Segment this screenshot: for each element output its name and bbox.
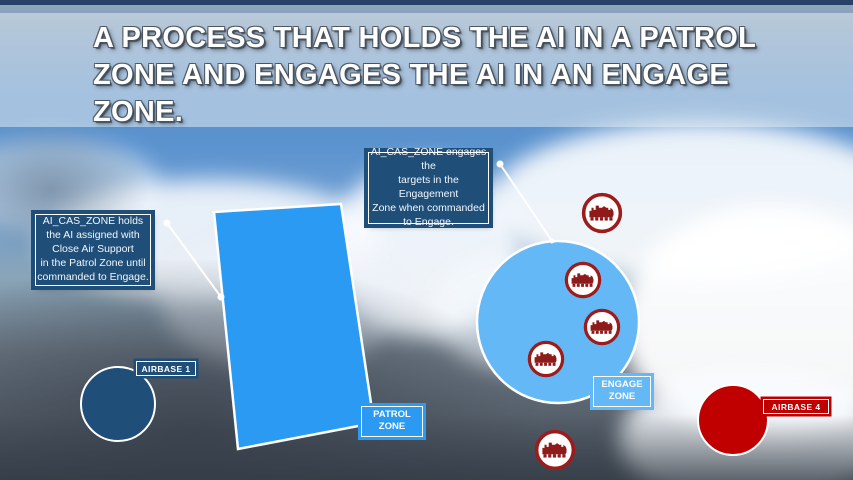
engage-callout: AI_CAS_ZONE engages the targets in the E… (368, 146, 489, 228)
connector-endpoint-dot (163, 219, 171, 227)
engage-zone-label: ENGAGE ZONE (593, 376, 651, 407)
enemy-ground-vehicle-icon[interactable] (564, 261, 602, 299)
enemy-ground-vehicle-icon[interactable] (583, 308, 621, 346)
airbase-4-shape[interactable] (697, 384, 769, 456)
patrol-zone-shape[interactable] (212, 202, 376, 451)
enemy-ground-vehicle-icon[interactable] (581, 192, 623, 234)
slide-title: A PROCESS THAT HOLDS THE AI IN A PATROL … (93, 20, 793, 131)
callout-connectors (163, 160, 555, 301)
top-edge-strip (0, 0, 853, 5)
engage-callout-text: AI_CAS_ZONE engages the targets in the E… (370, 146, 487, 228)
enemy-ground-vehicle-icon[interactable] (527, 340, 565, 378)
airbase-1-label: AIRBASE 1 (136, 361, 196, 376)
connector-endpoint-dot (496, 160, 504, 168)
title-highlight-band (0, 13, 853, 127)
patrol-hold-callout: AI_CAS_ZONE holds the AI assigned with C… (35, 214, 151, 286)
enemy-ground-vehicle-icon[interactable] (534, 429, 576, 471)
airbase-1-shape[interactable] (80, 366, 156, 442)
slide-title-line: ZONE AND ENGAGES THE AI IN AN ENGAGE (93, 59, 729, 92)
patrol-zone-label: PATROL ZONE (361, 406, 423, 437)
slide-title-line: A PROCESS THAT HOLDS THE AI IN A PATROL (93, 22, 757, 54)
slide-title-line: ZONE. (93, 96, 184, 129)
airbase-4-label: AIRBASE 4 (763, 399, 829, 414)
connector-line (499, 163, 553, 242)
patrol-hold-callout-text: AI_CAS_ZONE holds the AI assigned with C… (37, 215, 149, 283)
connector-endpoint-dot (217, 293, 225, 301)
connector-endpoint-dot (549, 238, 555, 244)
connector-line (166, 222, 222, 298)
